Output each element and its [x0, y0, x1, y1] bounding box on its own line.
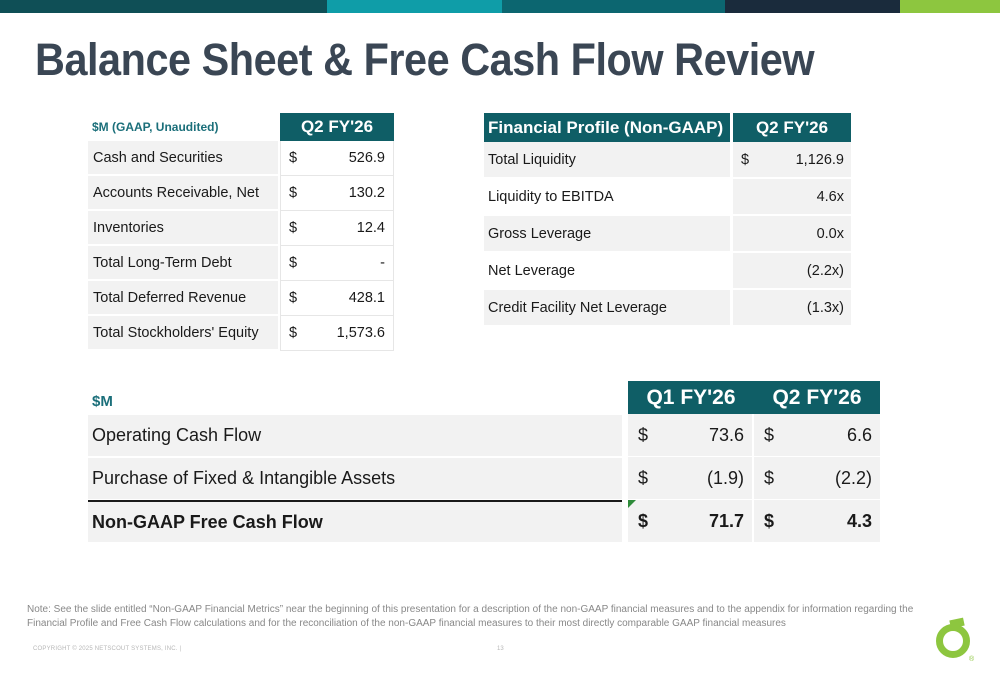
currency-symbol: $: [741, 151, 750, 168]
table-row: Net Leverage (2.2x): [484, 253, 851, 290]
row-label: Liquidity to EBITDA: [484, 179, 733, 216]
q2-value-cell: $4.3: [754, 500, 880, 543]
row-value: 0.0x: [816, 225, 844, 242]
row-value: 71.7: [708, 510, 744, 531]
top-color-bar: [0, 0, 1000, 13]
row-label: Total Liquidity: [484, 142, 733, 179]
row-value: 4.3: [846, 510, 872, 531]
row-label: Credit Facility Net Leverage: [484, 290, 733, 327]
table-row: Accounts Receivable, Net $ 130.2: [88, 176, 394, 211]
cash-flow-period-header-q2: Q2 FY'26: [754, 381, 880, 414]
cash-flow-table: $M Q1 FY'26 Q2 FY'26 Operating Cash Flow…: [88, 381, 880, 543]
row-value: 1,573.6: [300, 316, 394, 351]
balance-sheet-table: $M (GAAP, Unaudited) Q2 FY'26 Cash and S…: [88, 113, 394, 351]
row-label: Accounts Receivable, Net: [88, 176, 280, 211]
currency-symbol: $: [280, 316, 300, 351]
balance-sheet-period-header: Q2 FY'26: [280, 113, 394, 141]
currency-symbol: $: [280, 281, 300, 316]
row-value: 428.1: [300, 281, 394, 316]
row-value-cell: 4.6x: [733, 179, 851, 216]
row-value: (2.2x): [806, 262, 844, 279]
currency-symbol: $: [280, 176, 300, 211]
row-label: Non-GAAP Free Cash Flow: [88, 500, 622, 543]
row-label: Total Stockholders' Equity: [88, 316, 280, 351]
q1-value-cell: $ (1.9): [628, 457, 754, 500]
row-label: Operating Cash Flow: [88, 414, 622, 457]
currency-symbol: $: [638, 467, 649, 488]
row-value-cell: $1,126.9: [733, 142, 851, 179]
top-bar-segment: [900, 0, 1000, 13]
row-label: Purchase of Fixed & Intangible Assets: [88, 457, 622, 500]
currency-symbol: $: [764, 467, 775, 488]
q2-value-cell: $6.6: [754, 414, 880, 457]
q1-value-cell: $71.7: [628, 500, 754, 543]
financial-profile-header: Financial Profile (Non-GAAP): [484, 113, 733, 142]
currency-symbol: $: [280, 141, 300, 176]
registered-mark: ®: [969, 655, 975, 663]
table-row: Total Deferred Revenue $ 428.1: [88, 281, 394, 316]
currency-symbol: $: [638, 424, 649, 445]
cash-flow-unit-label: $M: [92, 393, 113, 410]
page-number: 13: [497, 646, 504, 652]
row-label: Cash and Securities: [88, 141, 280, 176]
table-row: Operating Cash Flow $73.6 $6.6: [88, 414, 880, 457]
row-value: 12.4: [300, 211, 394, 246]
row-value: 6.6: [846, 424, 872, 445]
row-label: Net Leverage: [484, 253, 733, 290]
table-row: Credit Facility Net Leverage (1.3x): [484, 290, 851, 327]
footnote: Note: See the slide entitled “Non-GAAP F…: [27, 604, 914, 629]
q1-value-cell: $73.6: [628, 414, 754, 457]
row-value: (1.3x): [806, 299, 844, 316]
row-value-cell: (1.3x): [733, 290, 851, 327]
financial-profile-period-header: Q2 FY'26: [733, 113, 851, 142]
currency-symbol: $: [280, 211, 300, 246]
table-row: Total Stockholders' Equity $ 1,573.6: [88, 316, 394, 351]
top-bar-segment: [725, 0, 900, 13]
table-row: Total Long-Term Debt $ -: [88, 246, 394, 281]
q2-value-cell: $ (2.2): [754, 457, 880, 500]
row-label: Gross Leverage: [484, 216, 733, 253]
row-label: Total Long-Term Debt: [88, 246, 280, 281]
table-row: Gross Leverage 0.0x: [484, 216, 851, 253]
top-bar-segment: [0, 0, 327, 13]
currency-symbol: $: [764, 424, 775, 445]
row-value: 526.9: [300, 141, 394, 176]
table-row: Total Liquidity $1,126.9: [484, 142, 851, 179]
copyright-footer: COPYRIGHT © 2025 NETSCOUT SYSTEMS, INC. …: [33, 646, 182, 652]
row-value: (1.9): [706, 467, 744, 488]
row-value-cell: 0.0x: [733, 216, 851, 253]
table-row: Cash and Securities $ 526.9: [88, 141, 394, 176]
balance-sheet-unit-label: $M (GAAP, Unaudited): [92, 120, 219, 134]
row-value: 73.6: [708, 424, 744, 445]
page-title: Balance Sheet & Free Cash Flow Review: [35, 34, 815, 85]
table-row-total: Non-GAAP Free Cash Flow $71.7 $4.3: [88, 500, 880, 543]
row-value: 1,126.9: [795, 151, 844, 168]
table-row: Inventories $ 12.4: [88, 211, 394, 246]
row-value: 130.2: [300, 176, 394, 211]
financial-profile-table: Financial Profile (Non-GAAP) Q2 FY'26 To…: [484, 113, 851, 327]
netscout-logo-icon: ®: [936, 617, 975, 663]
table-row: Purchase of Fixed & Intangible Assets $ (…: [88, 457, 880, 500]
row-value: 4.6x: [816, 188, 844, 205]
cash-flow-period-header-q1: Q1 FY'26: [628, 381, 754, 414]
currency-symbol: $: [764, 510, 775, 531]
top-bar-segment: [327, 0, 502, 13]
table-row: Liquidity to EBITDA 4.6x: [484, 179, 851, 216]
currency-symbol: $: [280, 246, 300, 281]
row-value-cell: (2.2x): [733, 253, 851, 290]
top-bar-segment: [502, 0, 725, 13]
row-value: (2.2): [834, 467, 872, 488]
currency-symbol: $: [638, 510, 649, 531]
row-label: Inventories: [88, 211, 280, 246]
row-value: -: [300, 246, 394, 281]
cell-marker-icon: [628, 500, 636, 508]
row-label: Total Deferred Revenue: [88, 281, 280, 316]
